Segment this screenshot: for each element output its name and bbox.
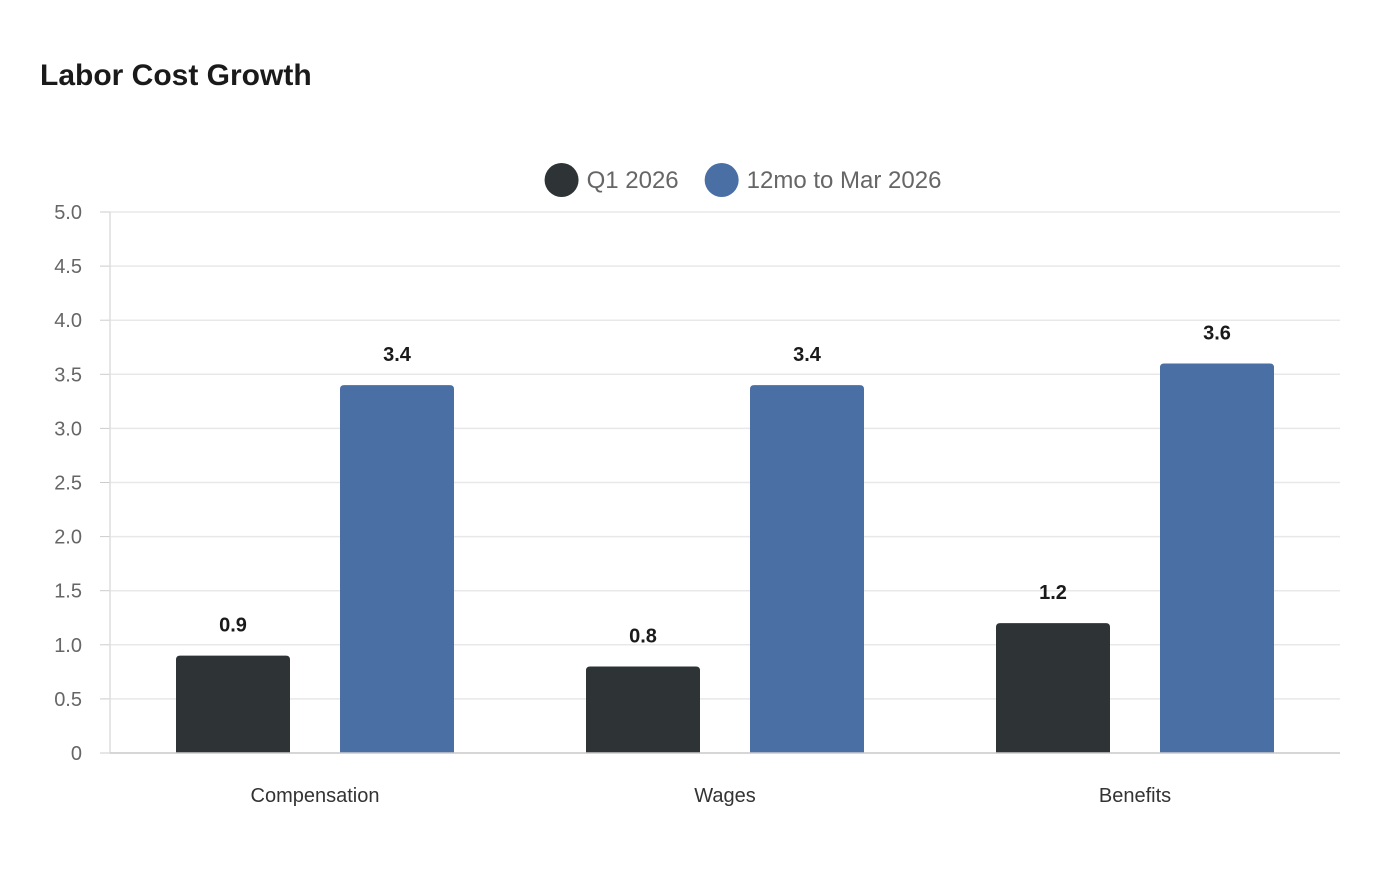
y-tick-label: 0.5: [54, 689, 82, 711]
data-label: 3.6: [1203, 322, 1231, 344]
y-tick-label: 4.5: [54, 256, 82, 278]
legend-item-0[interactable]: Q1 2026: [544, 163, 679, 197]
data-label: 3.4: [793, 344, 822, 366]
data-labels: 0.9 3.4 0.8 3.4 1.2 3.6: [219, 322, 1231, 647]
data-label: 3.4: [383, 344, 412, 366]
y-axis: 0 0.5 1.0 1.5 2.0 2.5 3.0 3.5 4.0 4.5 5.0: [54, 202, 111, 765]
legend-swatch: [544, 163, 579, 197]
chart-title: Labor Cost Growth: [40, 59, 312, 92]
legend-label: Q1 2026: [587, 167, 679, 194]
data-label: 0.8: [629, 625, 657, 647]
x-tick-label: Benefits: [1099, 785, 1171, 807]
y-tick-label: 3.5: [54, 364, 82, 386]
x-tick-label: Wages: [694, 785, 756, 807]
bar-compensation-series-0[interactable]: [176, 655, 290, 753]
bar-benefits-series-0[interactable]: [996, 623, 1110, 753]
y-tick-label: 4.0: [54, 310, 82, 332]
bar-wages-series-1[interactable]: [750, 385, 864, 753]
x-tick-label: Compensation: [251, 785, 380, 807]
legend-item-1[interactable]: 12mo to Mar 2026: [704, 163, 942, 197]
y-tick-label: 1.0: [54, 635, 82, 657]
grid-lines: [110, 211, 1340, 754]
bar-wages-series-0[interactable]: [586, 666, 700, 753]
legend-label: 12mo to Mar 2026: [747, 167, 942, 194]
y-tick-label: 2.0: [54, 527, 82, 549]
bars: [176, 363, 1274, 753]
bar-benefits-series-1[interactable]: [1160, 363, 1274, 753]
x-axis: Compensation Wages Benefits: [110, 752, 1340, 807]
data-label: 1.2: [1039, 582, 1067, 604]
y-tick-label: 0: [71, 743, 82, 765]
y-tick-label: 5.0: [54, 202, 82, 224]
y-tick-label: 3.0: [54, 418, 82, 440]
data-label: 0.9: [219, 615, 247, 637]
legend[interactable]: Q1 2026 12mo to Mar 2026: [544, 163, 942, 197]
bar-compensation-series-1[interactable]: [340, 385, 454, 753]
y-tick-label: 2.5: [54, 473, 82, 495]
y-tick-label: 1.5: [54, 581, 82, 603]
legend-swatch: [704, 163, 739, 197]
